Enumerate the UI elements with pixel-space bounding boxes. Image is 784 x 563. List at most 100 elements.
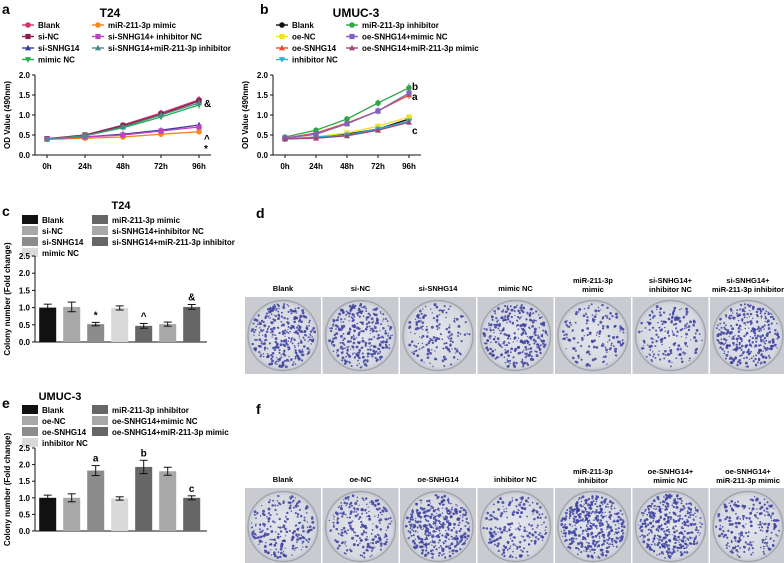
colony-dot <box>507 349 510 352</box>
colony-dot <box>729 505 732 508</box>
colony-dot <box>503 508 505 510</box>
colony-dot <box>455 503 457 506</box>
colony-dot <box>667 547 671 551</box>
colony-dot <box>488 322 490 325</box>
colony-dot <box>678 319 682 323</box>
colony-dot <box>290 337 293 341</box>
colony-dot <box>532 319 536 322</box>
colony-dot <box>683 353 686 356</box>
colony-dot <box>679 543 682 547</box>
colony-dot <box>506 358 508 360</box>
colony-dot <box>606 528 608 531</box>
colony-dot <box>455 531 458 534</box>
colony-dot <box>457 517 461 520</box>
colony-dot <box>345 355 348 358</box>
colony-dot <box>492 337 496 341</box>
colony-dot <box>494 533 497 536</box>
colony-dot <box>278 331 281 335</box>
colony-dot <box>768 340 772 344</box>
colony-dot <box>741 309 745 312</box>
colony-dot <box>763 509 766 512</box>
colony-dot <box>512 543 515 546</box>
colony-dot <box>350 348 352 350</box>
colony-dot <box>765 348 768 351</box>
colony-dot <box>269 538 271 541</box>
colony-dot <box>540 334 544 338</box>
colony-dot <box>512 510 516 514</box>
colony-dot <box>358 349 362 352</box>
colony-dot <box>284 329 287 332</box>
legend-entry: Blank <box>42 406 64 415</box>
colony-dot <box>429 525 433 528</box>
colony-dot <box>385 534 388 538</box>
colony-dot <box>512 536 515 538</box>
colony-dot <box>253 513 256 516</box>
colony-dot <box>379 511 382 514</box>
colony-dot <box>299 514 303 518</box>
colony-dot <box>749 511 753 515</box>
colony-dot <box>647 528 650 531</box>
colony-dot <box>582 511 585 514</box>
colony-dot <box>280 324 284 327</box>
colony-dot <box>432 534 435 537</box>
colony-dot <box>584 546 587 549</box>
colony-dot <box>512 361 516 364</box>
colony-dot <box>298 508 301 511</box>
data-point <box>82 132 88 139</box>
colony-dot <box>731 551 734 554</box>
colony-dot <box>564 524 566 527</box>
colony-dot <box>673 535 677 539</box>
colony-dot <box>734 334 736 336</box>
legend-marker <box>25 22 31 28</box>
colony-dot <box>670 553 673 556</box>
colony-dot <box>745 356 748 359</box>
colony-dot <box>373 336 376 339</box>
colony-dot <box>432 515 434 517</box>
colony-dot <box>544 529 546 532</box>
colony-dot <box>771 512 775 515</box>
colony-dot <box>565 333 568 336</box>
colony-dot <box>683 507 686 510</box>
colony-dot <box>753 496 756 498</box>
colony-dot <box>674 525 677 528</box>
colony-dot <box>687 539 689 542</box>
colony-dot <box>643 341 646 344</box>
colony-dot <box>597 323 600 326</box>
colony-dot <box>569 524 572 526</box>
colony-dot <box>608 339 611 342</box>
colony-dot <box>522 547 526 550</box>
colony-dot <box>381 513 383 516</box>
colony-dot <box>306 521 309 523</box>
colony-dot <box>424 305 427 308</box>
colony-dot <box>278 349 281 352</box>
colony-dot <box>757 361 760 364</box>
colony-dot <box>731 546 735 550</box>
colony-dot <box>751 307 755 311</box>
colony-dot <box>687 328 691 332</box>
colony-dot <box>449 305 452 308</box>
colony-dot <box>414 327 418 331</box>
colony-dot <box>759 338 763 342</box>
colony-dot <box>258 543 260 546</box>
colony-dot <box>272 538 274 541</box>
colony-dot <box>504 351 508 354</box>
colony-dot <box>646 513 649 516</box>
colony-dot <box>725 547 728 549</box>
colony-dot <box>684 324 687 327</box>
colony-dot <box>259 327 261 329</box>
colony-dot <box>370 550 373 552</box>
colony-dot <box>749 323 752 326</box>
colony-dot <box>766 544 768 547</box>
colony-dot <box>562 532 565 535</box>
colony-dot <box>767 522 771 526</box>
colony-dot <box>679 508 683 512</box>
colony-dot <box>419 326 423 329</box>
colony-dot <box>685 551 689 554</box>
colony-dot <box>353 531 355 533</box>
colony-dot <box>762 550 765 553</box>
colony-dot <box>435 548 438 551</box>
colony-dot <box>445 529 447 532</box>
colony-dot <box>467 522 470 525</box>
colony-dot <box>662 352 665 356</box>
colony-dot <box>758 501 762 505</box>
